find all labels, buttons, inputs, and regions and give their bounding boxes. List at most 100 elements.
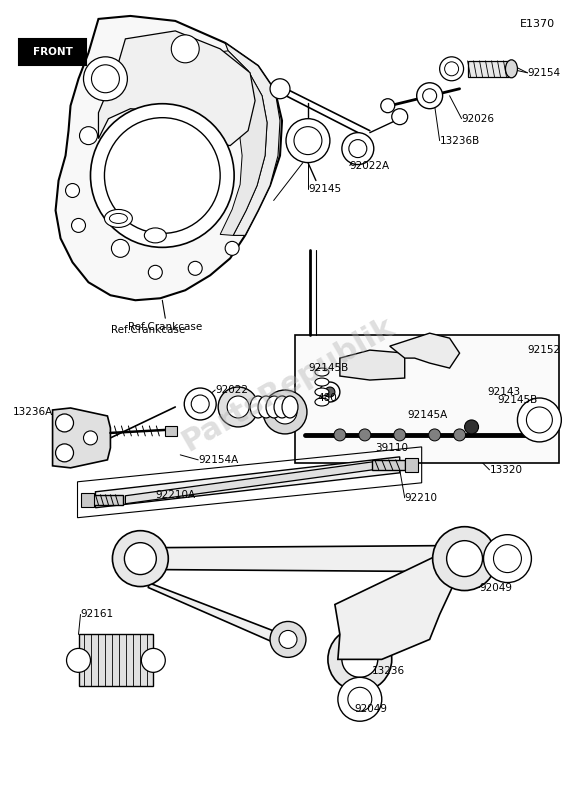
- Ellipse shape: [282, 396, 298, 418]
- Circle shape: [66, 183, 79, 198]
- Polygon shape: [335, 546, 460, 659]
- Circle shape: [439, 57, 464, 81]
- Text: FRONT: FRONT: [33, 47, 73, 57]
- Circle shape: [526, 407, 552, 433]
- Circle shape: [342, 642, 378, 678]
- Bar: [81, 493, 94, 506]
- Circle shape: [294, 126, 322, 154]
- Bar: [295, 335, 559, 463]
- Circle shape: [494, 545, 521, 573]
- Circle shape: [279, 630, 297, 648]
- Bar: [18, 39, 86, 65]
- Text: 92145B: 92145B: [498, 395, 538, 405]
- Text: 92022: 92022: [215, 385, 248, 395]
- Polygon shape: [90, 494, 123, 505]
- Circle shape: [84, 431, 97, 445]
- Text: 92152: 92152: [528, 345, 560, 355]
- Circle shape: [84, 57, 127, 101]
- Text: 92210A: 92210A: [156, 490, 195, 500]
- Text: 92026: 92026: [461, 114, 495, 124]
- Text: PartsRepublik: PartsRepublik: [177, 311, 399, 457]
- Ellipse shape: [315, 378, 329, 386]
- Text: 92161: 92161: [81, 610, 113, 619]
- Circle shape: [71, 218, 85, 233]
- Circle shape: [445, 62, 458, 76]
- Circle shape: [446, 541, 483, 577]
- Circle shape: [188, 262, 202, 275]
- Text: 92145B: 92145B: [308, 363, 348, 373]
- Circle shape: [55, 414, 74, 432]
- Circle shape: [263, 390, 307, 434]
- Circle shape: [124, 542, 156, 574]
- Circle shape: [465, 420, 479, 434]
- Ellipse shape: [274, 396, 290, 418]
- Polygon shape: [156, 546, 445, 571]
- Polygon shape: [98, 31, 255, 146]
- Circle shape: [394, 429, 406, 441]
- Text: 13236A: 13236A: [13, 407, 53, 417]
- Circle shape: [286, 118, 330, 162]
- Circle shape: [320, 382, 340, 402]
- Circle shape: [416, 82, 442, 109]
- Circle shape: [381, 98, 395, 113]
- Text: 92210: 92210: [405, 493, 438, 502]
- Text: 92049: 92049: [480, 582, 513, 593]
- Text: 92154: 92154: [528, 68, 560, 78]
- Circle shape: [111, 239, 130, 258]
- Circle shape: [92, 65, 119, 93]
- Bar: [468, 61, 509, 77]
- Polygon shape: [126, 461, 380, 504]
- Polygon shape: [141, 571, 295, 647]
- Text: 92145: 92145: [308, 183, 341, 194]
- Circle shape: [270, 622, 306, 658]
- Polygon shape: [225, 43, 280, 235]
- Circle shape: [171, 35, 199, 63]
- Ellipse shape: [258, 396, 274, 418]
- Circle shape: [338, 678, 382, 722]
- Polygon shape: [208, 51, 267, 235]
- Circle shape: [349, 140, 367, 158]
- Circle shape: [112, 530, 168, 586]
- Circle shape: [55, 444, 74, 462]
- Circle shape: [334, 429, 346, 441]
- Circle shape: [342, 133, 374, 165]
- Ellipse shape: [506, 60, 517, 78]
- Circle shape: [79, 126, 97, 145]
- Polygon shape: [55, 16, 282, 300]
- Circle shape: [429, 429, 441, 441]
- Text: 480: 480: [318, 393, 338, 403]
- Ellipse shape: [315, 388, 329, 396]
- Circle shape: [225, 242, 239, 255]
- Bar: [165, 426, 177, 436]
- Ellipse shape: [315, 398, 329, 406]
- Text: Ref.Crankcase: Ref.Crankcase: [111, 325, 185, 335]
- Circle shape: [453, 429, 465, 441]
- Polygon shape: [96, 457, 400, 508]
- Polygon shape: [340, 350, 405, 380]
- Ellipse shape: [145, 228, 166, 243]
- Text: 92145A: 92145A: [408, 410, 448, 420]
- Circle shape: [517, 398, 562, 442]
- Text: 92154A: 92154A: [198, 455, 238, 465]
- Ellipse shape: [250, 396, 266, 418]
- Circle shape: [218, 387, 258, 427]
- Text: 92049: 92049: [355, 704, 388, 714]
- Circle shape: [67, 648, 90, 672]
- Text: 39110: 39110: [375, 443, 408, 453]
- Circle shape: [483, 534, 532, 582]
- Ellipse shape: [315, 368, 329, 376]
- Polygon shape: [390, 333, 460, 368]
- Circle shape: [191, 395, 209, 413]
- Circle shape: [104, 118, 220, 234]
- Circle shape: [270, 78, 290, 98]
- Ellipse shape: [266, 396, 282, 418]
- Polygon shape: [52, 408, 111, 468]
- Text: Ref.Crankcase: Ref.Crankcase: [128, 322, 202, 332]
- Circle shape: [141, 648, 165, 672]
- Circle shape: [328, 627, 392, 691]
- Circle shape: [359, 429, 371, 441]
- Circle shape: [423, 89, 437, 102]
- Circle shape: [273, 400, 297, 424]
- Text: E1370: E1370: [520, 19, 555, 29]
- Polygon shape: [372, 460, 405, 470]
